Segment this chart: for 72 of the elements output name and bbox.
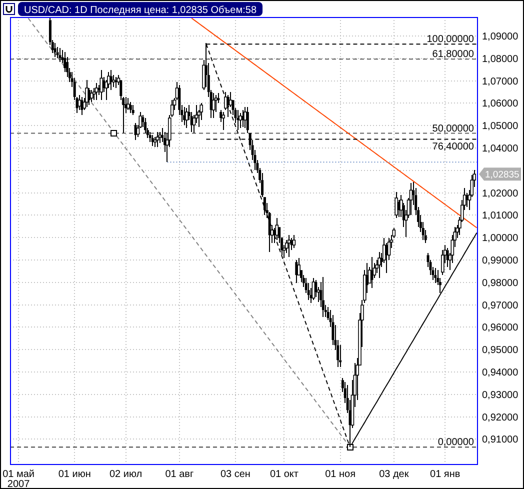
candlestick: [434, 268, 437, 284]
annotation: 61,80000: [432, 49, 474, 60]
candlestick: [268, 212, 271, 252]
y-tick-label: 0,97000: [482, 300, 519, 312]
candlestick: [446, 248, 449, 268]
y-tick-label: 1,08000: [482, 54, 519, 65]
y-tick-label: 1,04000: [482, 144, 519, 155]
x-tick-label: 01 июн: [58, 469, 91, 480]
chart-title: USD/CAD: 1D Последняя цена: 1,02835 Объем:58: [24, 5, 257, 16]
candlestick: [58, 48, 62, 63]
y-tick-label: 1,06000: [482, 98, 519, 110]
candlestick: [178, 84, 181, 116]
annotation: 0,00000: [438, 437, 474, 448]
candlestick: [129, 102, 132, 114]
y-tick-label: 0,95000: [482, 345, 519, 356]
candlestick: [307, 282, 310, 301]
candlestick: [142, 114, 144, 128]
candlestick: [426, 252, 430, 268]
y-tick-label: 0,92000: [482, 412, 519, 424]
annotation: 100,00000: [426, 34, 474, 46]
candlestick: [64, 52, 66, 73]
text: 1,02835: [485, 170, 520, 181]
y-tick-label: 0,98000: [482, 278, 519, 289]
y-tick-label: 1,09000: [482, 32, 519, 43]
x-tick-label: 02 июл: [109, 469, 142, 480]
candlestick: [185, 108, 188, 129]
candlestick: [370, 256, 374, 289]
candlestick: [375, 260, 378, 274]
candlestick: [56, 46, 59, 58]
y-tick-label: 1,07000: [482, 76, 519, 88]
y-tick-label: 0,94000: [482, 368, 519, 379]
y-tick-label: 0,99000: [482, 256, 519, 267]
candlestick: [273, 228, 276, 244]
y-tick-label: 1,02000: [482, 188, 519, 200]
x-tick-label: 01 авг: [165, 469, 194, 480]
candlestick: [436, 270, 440, 286]
candlestick: [322, 276, 324, 318]
candlestick: [144, 118, 147, 134]
x-tick-label: 01 окт: [270, 469, 299, 480]
candlestick: [424, 230, 427, 244]
candlestick: [188, 104, 190, 121]
candlestick: [339, 344, 342, 368]
y-tick-label: 1,05000: [482, 121, 519, 132]
y-tick-label: 0,96000: [482, 322, 519, 334]
y-tick-label: 0,93000: [482, 390, 519, 401]
x-tick-label: 01 май 2007: [2, 469, 34, 489]
candlestick: [326, 306, 330, 321]
x-tick-label: 01 ноя: [325, 469, 356, 480]
y-tick-label: 0,91000: [482, 434, 519, 446]
x-tick-label: 01 янв: [430, 469, 460, 480]
annotation: 76,40000: [432, 141, 474, 152]
y-tick-label: 1,01000: [482, 210, 519, 222]
candlestick: [320, 281, 322, 308]
candlestick: [61, 50, 64, 64]
candlestick: [438, 277, 442, 294]
candlestick: [110, 70, 112, 91]
candlestick: [261, 172, 264, 198]
candlestick: [85, 80, 88, 108]
candlestick: [336, 340, 340, 368]
candlestick: [132, 104, 134, 116]
candlestick: [54, 42, 56, 58]
candlestick: [432, 266, 434, 280]
x-tick-label: 03 дек: [379, 469, 410, 480]
candlestick: [304, 277, 308, 294]
candlestick: [148, 132, 152, 142]
x-tick-label: 03 сен: [220, 469, 250, 480]
candlestick: [161, 128, 164, 142]
y-tick-label: 1,00000: [482, 233, 519, 244]
candlestick: [422, 221, 424, 241]
annotation: 50,00000: [432, 123, 474, 134]
candlestick: [122, 96, 125, 134]
candlestick: [246, 106, 249, 134]
